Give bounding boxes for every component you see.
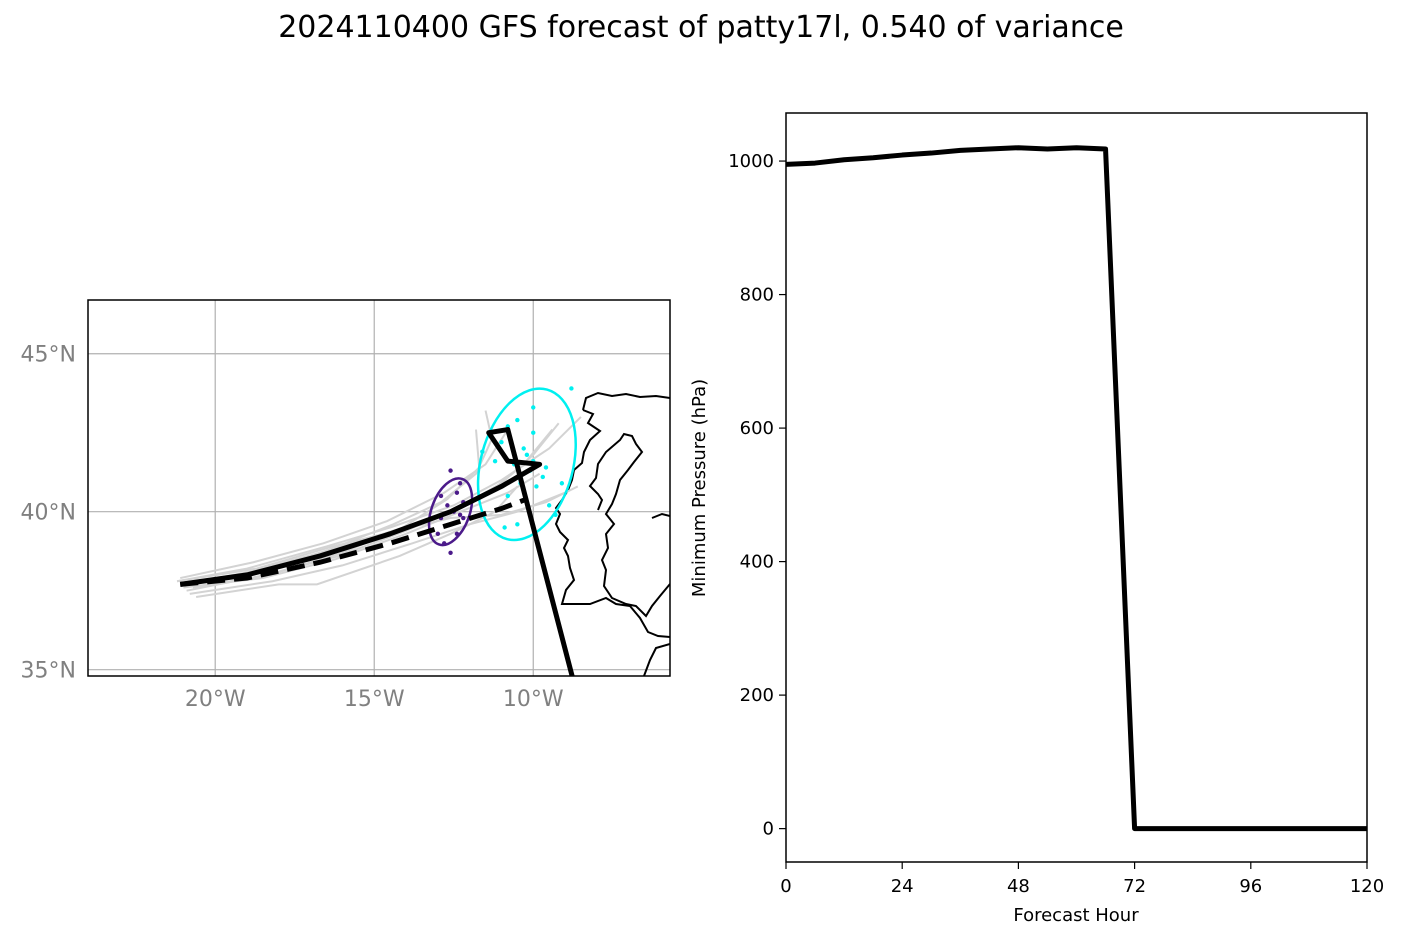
cluster-b-point: [438, 493, 444, 499]
cluster-a-point: [524, 452, 530, 458]
cluster-b-point: [435, 531, 441, 537]
coastline: [554, 391, 670, 676]
x-tick-label: 72: [1123, 876, 1146, 897]
cluster-a-point: [543, 465, 549, 470]
cluster-a-point: [553, 512, 558, 518]
cluster-a-point: [559, 481, 565, 486]
cluster-a-point: [569, 386, 574, 391]
lon-tick-label: 10°W: [503, 687, 564, 712]
cluster-b-point: [457, 512, 463, 518]
x-tick-label: 0: [780, 876, 791, 897]
x-axis-label: Forecast Hour: [1013, 905, 1139, 926]
pressure-ticks: 0 24 48 72 96 120 0 200 400 600 800 1000: [728, 151, 1384, 897]
y-tick-label: 600: [740, 418, 774, 439]
y-tick-label: 800: [740, 285, 774, 306]
y-tick-label: 400: [740, 552, 774, 573]
pressure-series: [786, 145, 1367, 832]
cluster-b-point: [448, 550, 453, 555]
map-gridlines: [88, 300, 670, 676]
cluster-a-point: [515, 417, 520, 423]
pressure-panel: 0 24 48 72 96 120 0 200 400 600 800 1000 Forecast H…: [689, 112, 1384, 926]
x-tick-label: 48: [1007, 876, 1030, 897]
map-panel: 20°W 15°W 10°W 45°N 40°N 35°N: [21, 299, 671, 712]
lat-tick-label: 45°N: [21, 343, 76, 368]
cluster-a-point: [502, 525, 507, 530]
cluster-a-point: [521, 446, 526, 451]
cluster-layer: [427, 386, 577, 555]
cluster-b-point: [461, 515, 466, 521]
cluster-a-point: [534, 484, 539, 489]
y-tick-label: 1000: [728, 151, 774, 172]
x-tick-label: 120: [1350, 876, 1384, 897]
cluster-a-point: [531, 430, 536, 435]
pressure-line: [786, 145, 1367, 832]
pressure-frame: [785, 112, 1368, 863]
cluster-a-point: [546, 503, 552, 508]
ensemble-track: [180, 429, 509, 580]
cluster-a-point: [492, 458, 498, 464]
cluster-a-point: [499, 439, 504, 445]
x-tick-label: 96: [1239, 876, 1262, 897]
ensemble-track: [183, 428, 554, 586]
lon-tick-label: 20°W: [185, 687, 246, 712]
cluster-a-point: [531, 405, 536, 410]
lon-tick-label: 15°W: [344, 687, 405, 712]
cluster-b-ellipse: [427, 477, 474, 547]
ensemble-track: [192, 429, 481, 589]
map-frame: [87, 299, 671, 677]
iberia-coast: [554, 391, 670, 676]
ensemble-tracks: [176, 410, 582, 598]
cluster-a-point: [505, 493, 511, 499]
y-tick-label: 0: [763, 819, 774, 840]
ensemble-track: [176, 485, 579, 583]
cluster-b-point: [457, 481, 463, 486]
cluster-a-point: [540, 474, 545, 480]
ensemble-track: [189, 491, 566, 595]
lat-tick-label: 35°N: [21, 659, 76, 684]
cluster-b-point: [441, 541, 447, 546]
ensemble-track: [183, 472, 541, 589]
cluster-a-point: [480, 449, 485, 454]
y-axis-label: Minimum Pressure (hPa): [689, 379, 710, 597]
cluster-a-point: [515, 522, 520, 527]
map-tick-labels: 20°W 15°W 10°W 45°N 40°N 35°N: [21, 343, 564, 712]
x-tick-label: 24: [891, 876, 914, 897]
mean-track-solid: [179, 427, 575, 676]
cluster-b-point: [454, 490, 460, 495]
cluster-b-point: [454, 531, 460, 537]
mean-tracks: [179, 427, 575, 676]
lat-tick-label: 40°N: [21, 501, 76, 526]
figure-title: 2024110400 GFS forecast of patty17l, 0.5…: [278, 10, 1124, 45]
y-tick-label: 200: [740, 685, 774, 706]
cluster-b-point: [448, 468, 453, 473]
cluster-b-point: [445, 503, 450, 508]
mean-track-dashed: [179, 496, 528, 587]
